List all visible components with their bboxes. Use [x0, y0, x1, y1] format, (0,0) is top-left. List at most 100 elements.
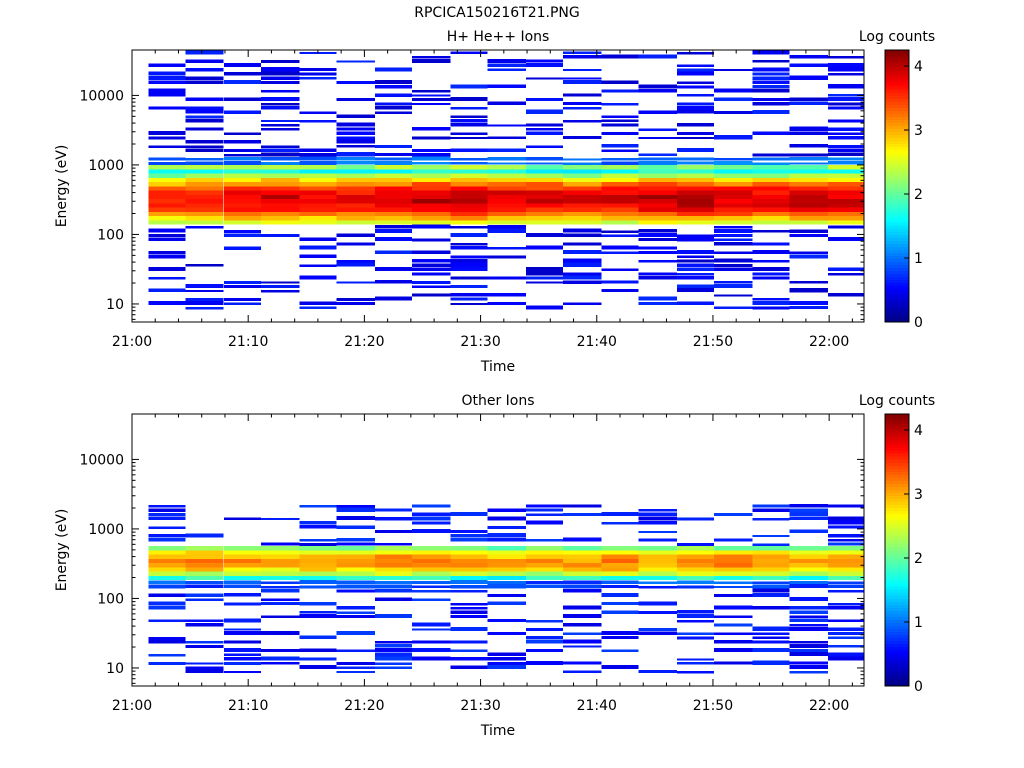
- panel-2-cell: [752, 581, 790, 584]
- panel-1-cell: [828, 67, 864, 72]
- panel-2-cell: [828, 605, 864, 610]
- panel-1-cell: [563, 158, 602, 161]
- panel-1-cell: [752, 88, 790, 93]
- panel-2-cell: [261, 571, 300, 576]
- panel-1-colorbar-slice: [885, 125, 909, 129]
- panel-1-cell: [487, 164, 526, 170]
- panel-1-cell: [676, 237, 715, 242]
- panel-2-cell: [714, 581, 753, 584]
- panel-1-cell: [525, 245, 564, 250]
- panel-1-cell: [752, 267, 790, 271]
- panel-1-cell: [487, 177, 526, 183]
- panel-1-cell: [752, 72, 790, 76]
- panel-1-cell: [261, 97, 300, 101]
- panel-1-cell: [185, 158, 224, 161]
- panel-1-cell: [828, 132, 864, 135]
- panel-1-cell: [638, 251, 677, 254]
- panel-2-cell: [601, 550, 639, 555]
- panel-1-cell: [148, 203, 186, 208]
- panel-1-cell: [299, 220, 337, 225]
- panel-2-cell: [752, 534, 790, 538]
- panel-2-colorbar-slice: [885, 522, 909, 527]
- panel-2-cell: [601, 580, 639, 584]
- panel-2-cell: [185, 550, 224, 555]
- panel-2-cell: [828, 584, 864, 589]
- panel-1-cell: [714, 198, 753, 204]
- panel-2-cell: [261, 517, 300, 521]
- panel-1-cell: [450, 181, 488, 187]
- panel-1-cell: [563, 69, 602, 72]
- panel-2-cell: [638, 669, 677, 674]
- panel-2-cell: [676, 517, 715, 521]
- panel-2-cell: [828, 619, 864, 623]
- panel-2-cell: [450, 512, 488, 516]
- panel-2-cell: [336, 538, 375, 542]
- panel-2-cell: [336, 584, 375, 589]
- panel-1-cell: [601, 89, 639, 93]
- panel-1-cell: [374, 85, 412, 89]
- panel-1-cell: [148, 276, 186, 280]
- panel-1-cell: [261, 215, 300, 221]
- panel-1-cell: [752, 80, 790, 84]
- panel-1-cell: [752, 215, 790, 221]
- panel-2-cell: [789, 529, 828, 533]
- panel-1-cell: [374, 220, 412, 225]
- panel-1-cell: [261, 161, 300, 165]
- panel-2-colorbar-slice: [885, 622, 909, 626]
- panel-1-cell: [412, 272, 451, 276]
- panel-1-colorbar-slice: [885, 318, 909, 323]
- panel-2-cell: [148, 533, 186, 538]
- panel-1-cell: [714, 68, 753, 72]
- panel-2-cell: [185, 545, 224, 551]
- panel-1-cell: [563, 280, 602, 284]
- panel-1-cell: [601, 177, 639, 183]
- panel-1-cell: [185, 127, 224, 131]
- panel-1-cell: [525, 186, 564, 191]
- panel-2-colorbar-slice: [885, 643, 909, 648]
- panel-1-cell: [450, 158, 488, 161]
- panel-2-cell: [450, 627, 488, 631]
- panel-2-cell: [714, 571, 753, 576]
- panel-2-cell: [261, 662, 300, 665]
- panel-2-cell: [148, 639, 186, 644]
- panel-1-cell: [412, 285, 451, 288]
- panel-1-cell: [148, 220, 186, 225]
- panel-1-cell: [525, 97, 564, 101]
- panel-1-cell: [676, 137, 715, 140]
- panel-1-cell: [148, 207, 186, 212]
- panel-2-colorbar-slice: [885, 444, 909, 448]
- panel-2-cell: [148, 526, 186, 529]
- panel-1-cell: [714, 186, 753, 191]
- panel-1-cell: [714, 220, 753, 225]
- panel-2-cell: [336, 525, 375, 529]
- panel-2-cell: [638, 521, 677, 525]
- panel-1-cell: [374, 229, 412, 233]
- panel-1-cell: [336, 262, 375, 267]
- panel-2-cell: [336, 662, 375, 665]
- panel-1-cell: [676, 301, 715, 305]
- panel-2-cell: [450, 580, 488, 584]
- panel-1-cell: [714, 173, 753, 178]
- panel-1-cell: [148, 190, 186, 195]
- panel-1-cell: [752, 153, 790, 157]
- panel-1-cell: [789, 63, 828, 67]
- panel-2-cell: [789, 562, 828, 568]
- panel-2-cell: [638, 558, 677, 563]
- panel-1-cell: [828, 237, 864, 242]
- panel-2-cell: [563, 550, 602, 555]
- panel-2-cell: [374, 545, 412, 551]
- panel-2-cell: [828, 567, 864, 572]
- panel-1-colorbar-slice: [885, 149, 909, 154]
- panel-2-cell: [412, 585, 451, 589]
- panel-2-cell: [412, 648, 451, 652]
- panel-1-colorbar-slice: [885, 273, 909, 278]
- panel-2-cell: [752, 558, 790, 563]
- panel-2-cell: [638, 585, 677, 589]
- panel-2-cell: [450, 649, 488, 652]
- panel-2-cell: [676, 550, 715, 555]
- panel-1-colorbar-slice: [885, 270, 909, 275]
- panel-1-cell: [185, 190, 224, 195]
- panel-2-cell: [450, 554, 488, 559]
- panel-1-cell: [223, 190, 261, 195]
- panel-1-cell: [412, 136, 451, 140]
